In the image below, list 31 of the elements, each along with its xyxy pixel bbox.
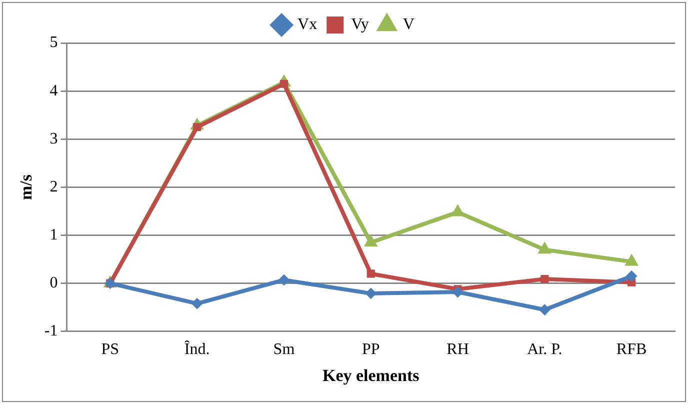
point xyxy=(192,298,203,310)
point xyxy=(539,304,550,316)
x-tick-label: Ȋnd. xyxy=(184,340,210,358)
y-tick-label: 4 xyxy=(50,82,58,100)
point xyxy=(538,242,552,254)
x-tick-label: RH xyxy=(446,341,470,358)
x-tick-label: Ar. P. xyxy=(527,341,562,358)
x-tick-label: Sm xyxy=(273,341,296,358)
legend-label: Vx xyxy=(298,16,318,34)
y-tick-label: 2 xyxy=(50,178,58,196)
x-tick-label: PS xyxy=(101,341,120,358)
y-tick-label: 0 xyxy=(50,274,58,292)
point xyxy=(278,274,290,286)
y-tick-label: 3 xyxy=(50,130,58,148)
y-axis-title: m/s xyxy=(16,174,36,200)
point xyxy=(366,270,375,278)
point xyxy=(624,254,638,266)
point xyxy=(626,270,638,282)
legend-label: Vy xyxy=(351,16,369,34)
point xyxy=(452,286,464,298)
y-tick-label: -1 xyxy=(44,322,58,340)
point xyxy=(365,288,376,299)
point xyxy=(451,204,464,216)
x-axis-title: Key elements xyxy=(322,366,420,386)
point xyxy=(364,234,378,246)
y-tick-label: 1 xyxy=(50,226,58,244)
x-tick-label: PP xyxy=(362,341,380,358)
point xyxy=(540,274,549,284)
x-tick-label: RFB xyxy=(616,341,647,358)
legend-label: V xyxy=(402,16,415,34)
y-tick-label: 5 xyxy=(50,34,58,52)
